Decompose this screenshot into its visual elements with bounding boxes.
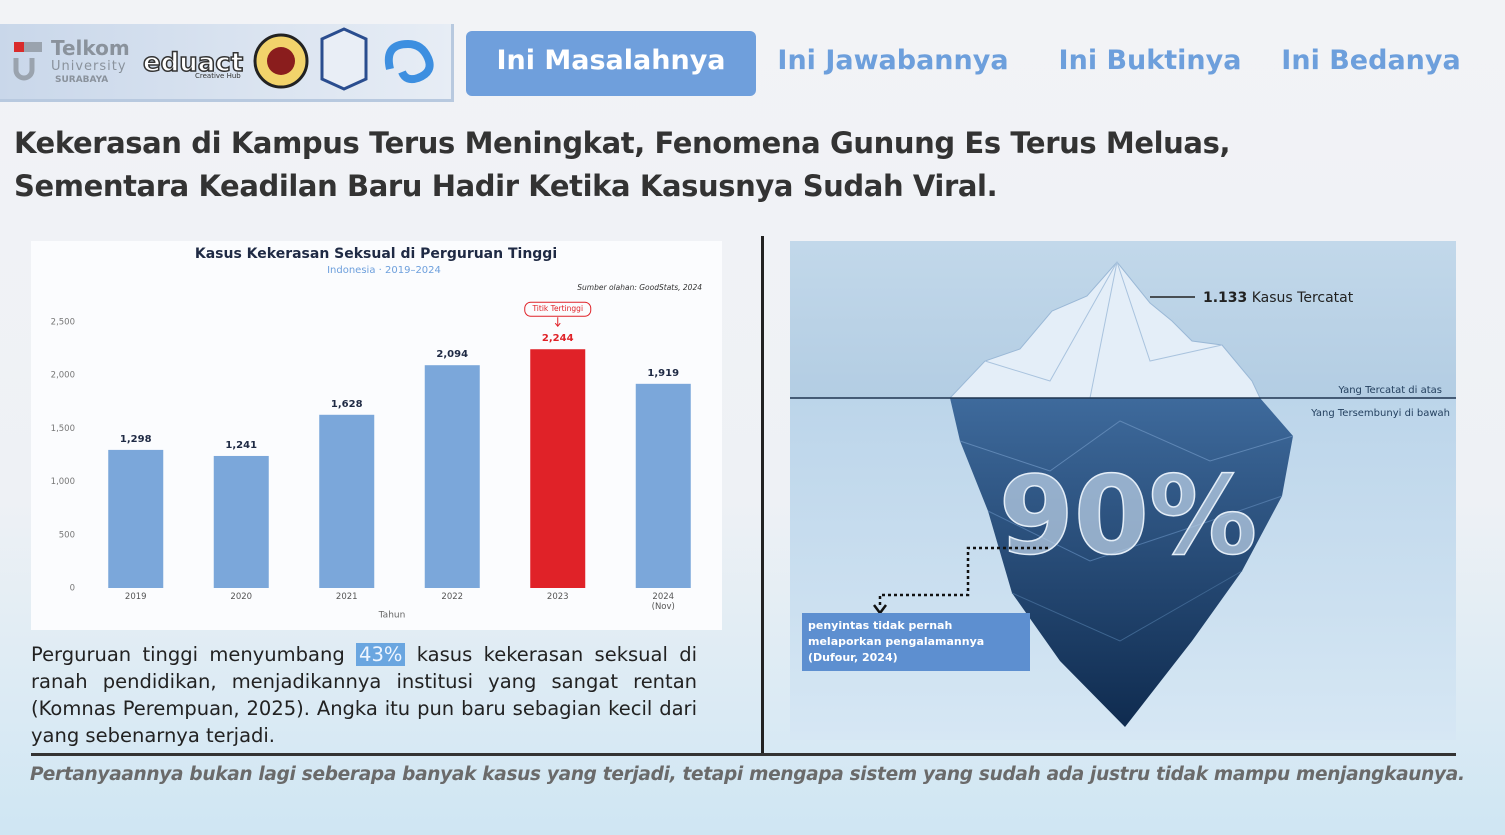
dbs-logo — [320, 27, 368, 91]
telkom-icon — [24, 42, 42, 52]
percent: 90% — [999, 454, 1258, 579]
x-tick-line: 2020 — [230, 592, 252, 602]
bar — [213, 455, 269, 588]
headline: Sementara Keadilan Baru Hadir Ketika Kas… — [14, 169, 998, 203]
facet — [984, 261, 1118, 399]
paragraph-text: Perguruan tinggi menyumbang — [31, 643, 345, 666]
x-tick-label: 2024 (Nov) — [652, 592, 675, 612]
chart-source: Sumber olahan: GoodStats, 2024 — [577, 283, 702, 292]
y-tick-label: 1,500 — [51, 424, 75, 434]
value-label: 1,298 — [120, 434, 152, 445]
x-tick-line: (Nov) — [652, 602, 675, 612]
x-tick-label: 2020 — [230, 592, 252, 602]
facet — [959, 420, 1294, 472]
nav-tab[interactable]: Ini Jawabannya — [777, 45, 1009, 76]
infinity-logo — [384, 39, 434, 84]
bar — [424, 365, 480, 588]
x-tick-line: 2022 — [441, 592, 463, 602]
nav-tab[interactable]: Ini Buktinya — [1058, 45, 1242, 76]
iceberg-note: penyintas tidak pernah melaporkan pengal… — [802, 613, 1030, 671]
headline: Kekerasan di Kampus Terus Meningkat, Fen… — [14, 126, 1231, 160]
value-label: 1,919 — [647, 368, 679, 379]
nav-tab-active[interactable]: Ini Masalahnya — [466, 31, 756, 96]
facet — [1116, 261, 1223, 362]
logo-text: SURABAYA — [55, 75, 108, 85]
logo-text: University — [51, 59, 127, 74]
chart-subtitle: Indonesia · 2019–2024 — [327, 265, 441, 276]
y-tick-label: 1,000 — [51, 477, 75, 487]
iceberg-tip — [948, 261, 1261, 399]
x-tick-line: 2024 — [652, 592, 674, 602]
bar-chart: Kasus Kekerasan Seksual di Perguruan Tin… — [31, 241, 722, 630]
below-label: Yang Tersembunyi di bawah — [1310, 408, 1450, 419]
y-tick-label: 2,500 — [51, 318, 75, 328]
x-tick-line: 2023 — [547, 592, 569, 602]
nav-tab[interactable]: Ini Bedanya — [1281, 45, 1461, 76]
iceberg-count: 1.133 Kasus Tercatat — [1203, 290, 1354, 306]
logo-bar: Telkom University SURABAYA eduact Creati… — [0, 24, 454, 102]
university-seal — [267, 47, 295, 75]
x-tick-label: 2023 — [547, 592, 569, 602]
x-tick-label: 2022 — [441, 592, 463, 602]
iceberg-underwater — [950, 398, 1293, 727]
highlight: 43% — [356, 643, 406, 666]
x-axis-label: Tahun — [378, 611, 406, 621]
chart-title: Kasus Kekerasan Seksual di Perguruan Tin… — [195, 246, 557, 262]
facet — [987, 495, 1283, 562]
bar — [319, 414, 375, 588]
annotation-box — [524, 301, 592, 317]
y-tick-label: 500 — [59, 530, 75, 540]
divider — [761, 236, 764, 754]
y-tick-label: 0 — [70, 584, 75, 594]
logo-text: eduact — [143, 48, 243, 78]
x-tick-line: 2019 — [125, 592, 147, 602]
above-label: Yang Tercatat di atas — [1337, 385, 1442, 396]
x-tick-label: 2019 — [125, 592, 147, 602]
value-label: 1,628 — [331, 399, 363, 410]
logos: Telkom University SURABAYA eduact Creati… — [13, 27, 434, 91]
divider — [31, 753, 1456, 756]
logo-text: Creative Hub — [195, 72, 241, 80]
logo-text: Telkom — [51, 36, 130, 60]
x-tick-line: 2021 — [336, 592, 358, 602]
paragraph-text: kasus kekerasan seksual di ranah pendidi… — [31, 643, 697, 747]
bar — [635, 383, 691, 588]
annotation-arrow-head — [554, 322, 561, 328]
value-label: 2,244 — [542, 333, 574, 344]
count-label: Kasus Tercatat — [1252, 290, 1354, 306]
value-label: 1,241 — [225, 440, 257, 451]
dotted-arrow — [878, 546, 1048, 607]
footer-question: Pertanyaannya bukan lagi seberapa banyak… — [30, 764, 1465, 785]
annotation: Titik Tertinggi — [531, 304, 583, 313]
paragraph: Perguruan tinggi menyumbang 43% kasus ke… — [31, 641, 697, 749]
bar — [108, 449, 164, 588]
count: 1.133 — [1203, 290, 1247, 306]
telkom-icon — [14, 42, 24, 52]
facet — [1011, 570, 1243, 642]
iceberg-panel: 1.133 Kasus Tercatat Yang Tercatat di at… — [790, 241, 1456, 740]
value-label: 2,094 — [436, 349, 468, 360]
bar — [530, 349, 586, 588]
x-tick-label: 2021 — [336, 592, 358, 602]
telkom-icon — [13, 58, 35, 81]
y-tick-label: 2,000 — [51, 371, 75, 381]
